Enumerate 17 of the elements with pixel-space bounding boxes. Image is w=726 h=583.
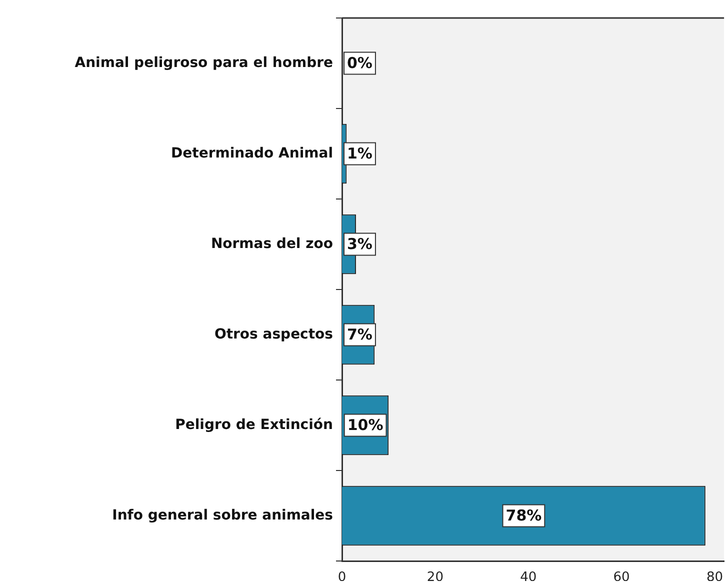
x-tick-label: 0 [338,570,346,583]
data-label: 0% [347,54,372,72]
data-label: 1% [347,144,372,163]
y-tick-label: Info general sobre animales [112,507,333,524]
data-label: 7% [347,326,372,344]
y-tick-label: Determinado Animal [171,145,333,162]
x-tick-label: 80 [706,570,723,583]
x-tick-label: 60 [613,570,630,583]
data-label: 3% [347,235,372,254]
y-tick-label: Peligro de Extinción [175,416,333,433]
data-label: 10% [347,416,384,434]
y-tick-label: Otros aspectos [214,326,333,342]
y-tick-label: Normas del zoo [210,236,334,252]
data-label: 78% [506,506,542,525]
y-tick-label: Animal peligroso para el hombre [74,54,333,71]
x-tick-label: 40 [520,570,537,583]
x-tick-label: 20 [426,570,444,583]
